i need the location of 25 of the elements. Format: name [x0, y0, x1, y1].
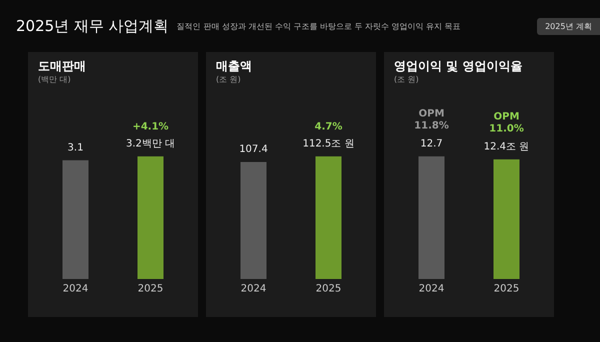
data-label: 12.4조 원	[484, 141, 530, 152]
chart-subtitle: (백만 대)	[38, 75, 71, 84]
x-tick-label: 2024	[62, 284, 88, 294]
text: 2025년 계획	[537, 18, 600, 34]
x-tick-label: 2024	[240, 284, 266, 294]
chart-title: 도매판매	[38, 59, 86, 73]
text: 2025년 재무 사업계획	[16, 16, 169, 36]
chart-title: 매출액	[216, 59, 252, 73]
text: 질적인 판매 성장과 개선된 수익 구조를 바탕으로 두 자릿수 영업이익 유지 목표	[176, 20, 461, 32]
chart-title: 영업이익 및 영업이익율	[394, 59, 522, 73]
x-tick-label: 2024	[418, 284, 444, 294]
chart-subtitle: (조 원)	[394, 75, 419, 84]
data-label: 3.1	[68, 142, 84, 154]
chart-subtitle: (조 원)	[216, 75, 241, 84]
x-tick-label: 2025	[138, 284, 164, 294]
annotation: 4.7%	[314, 121, 342, 132]
data-label: 112.5조 원	[302, 138, 354, 150]
annotation: +4.1%	[132, 121, 169, 132]
annotation: OPM 11.0%	[489, 111, 524, 134]
x-tick-label: 2025	[316, 284, 342, 294]
data-label: 107.4	[239, 144, 268, 155]
data-label: 12.7	[420, 138, 443, 150]
data-label: 3.2백만 대	[126, 138, 176, 150]
annotation: OPM 11.8%	[414, 108, 449, 132]
x-tick-label: 2025	[494, 284, 520, 294]
